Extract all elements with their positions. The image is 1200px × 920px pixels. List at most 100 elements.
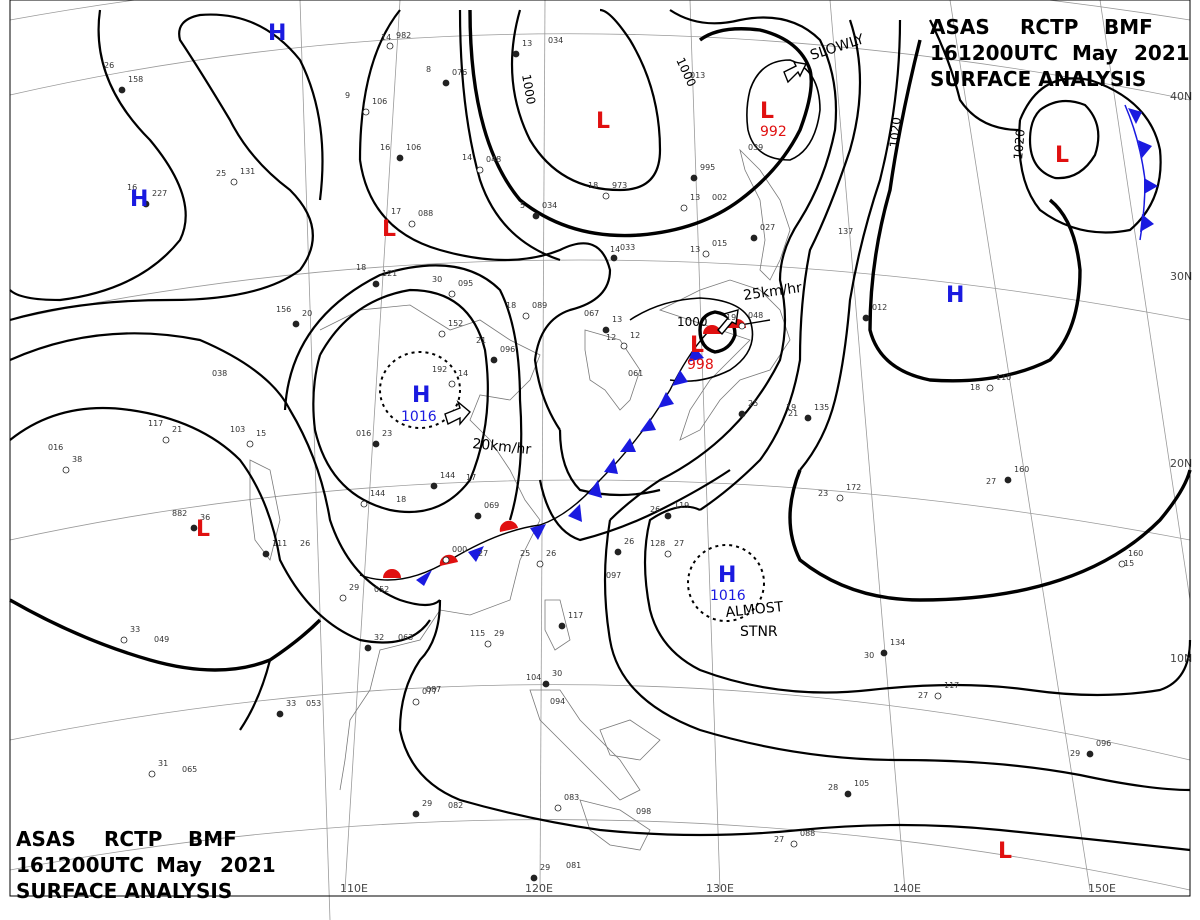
station-value: 053 bbox=[306, 699, 321, 708]
station-value: 29 bbox=[1070, 749, 1080, 758]
station-value: 5 bbox=[520, 201, 525, 210]
station-marker bbox=[438, 330, 446, 338]
station-value: 144 bbox=[440, 471, 455, 480]
station-value: 105 bbox=[854, 779, 869, 788]
station-value: 160 bbox=[1128, 549, 1143, 558]
station-value: 172 bbox=[846, 483, 861, 492]
station-marker bbox=[474, 512, 482, 520]
station-value: 19 bbox=[726, 313, 736, 322]
station-markers bbox=[62, 42, 1126, 882]
station-value: 128 bbox=[650, 539, 665, 548]
station-marker bbox=[610, 254, 618, 262]
station-value: 049 bbox=[154, 635, 169, 644]
isobar-label: 1020 bbox=[887, 117, 904, 149]
station-value: 33 bbox=[130, 625, 140, 634]
station-marker bbox=[542, 680, 550, 688]
station-value: 094 bbox=[550, 697, 565, 706]
station-marker bbox=[484, 640, 492, 648]
high-center: H bbox=[130, 187, 148, 212]
lat-label-40n: 40N bbox=[1170, 90, 1192, 103]
station-marker bbox=[690, 174, 698, 182]
station-marker bbox=[292, 320, 300, 328]
station-value: 27 bbox=[918, 691, 928, 700]
station-value: 17 bbox=[466, 473, 476, 482]
station-marker bbox=[396, 154, 404, 162]
isobar-label: 1000 bbox=[519, 73, 538, 106]
station-value: 096 bbox=[500, 345, 515, 354]
station-labels: 26 158 9 106 8 076 14 982 034 13 25 131 16 227 17 088 18… bbox=[48, 31, 1143, 872]
station-value: 158 bbox=[128, 75, 143, 84]
station-marker bbox=[190, 524, 198, 532]
motion-label-almost: ALMOST bbox=[725, 599, 785, 621]
station-marker bbox=[62, 466, 70, 474]
station-value: 134 bbox=[890, 638, 905, 647]
station-marker bbox=[880, 649, 888, 657]
station-marker bbox=[442, 79, 450, 87]
station-value: 31 bbox=[158, 759, 168, 768]
high-center: H bbox=[718, 563, 736, 588]
station-value: 21 bbox=[476, 336, 486, 345]
station-value: 104 bbox=[526, 673, 541, 682]
station-value: 110 bbox=[996, 373, 1011, 382]
station-value: 121 bbox=[382, 269, 397, 278]
station-value: 034 bbox=[548, 36, 563, 45]
station-marker bbox=[620, 342, 628, 350]
motion-label-stnr: STNR bbox=[740, 624, 778, 640]
station-marker bbox=[430, 482, 438, 490]
station-value: 088 bbox=[418, 209, 433, 218]
station-value: 18 bbox=[506, 301, 516, 310]
station-marker bbox=[364, 644, 372, 652]
station-marker bbox=[118, 86, 126, 94]
header-time: 161200UTC bbox=[930, 41, 1058, 65]
header-month: May bbox=[1072, 41, 1118, 65]
header-code: BMF bbox=[188, 827, 237, 851]
station-marker bbox=[558, 622, 566, 630]
motion-arrows bbox=[444, 61, 808, 426]
coastlines bbox=[249, 148, 791, 851]
station-value: 26 bbox=[546, 549, 556, 558]
station-value: 12 bbox=[606, 333, 616, 342]
station-value: 16 bbox=[380, 143, 390, 152]
station-marker bbox=[162, 436, 170, 444]
station-value: 016 bbox=[356, 429, 371, 438]
station-value: 063 bbox=[398, 633, 413, 642]
station-marker bbox=[844, 790, 852, 798]
station-value: 29 bbox=[349, 583, 359, 592]
station-value: 111 bbox=[272, 539, 287, 548]
station-value: 26 bbox=[104, 61, 114, 70]
station-value: 077 bbox=[422, 687, 437, 696]
station-value: 16 bbox=[127, 183, 137, 192]
dotted-high-west bbox=[379, 351, 461, 429]
station-value: 21 bbox=[788, 409, 798, 418]
station-marker bbox=[602, 192, 610, 200]
station-value: 038 bbox=[212, 369, 227, 378]
station-marker bbox=[412, 810, 420, 818]
station-value: 18 bbox=[588, 181, 598, 190]
station-value: 18 bbox=[970, 383, 980, 392]
station-marker bbox=[790, 840, 798, 848]
lon-label-150e: 150E bbox=[1088, 882, 1116, 895]
isobars bbox=[9, 8, 1192, 852]
station-marker bbox=[536, 560, 544, 568]
station-value: 26 bbox=[624, 537, 634, 546]
low-center: L bbox=[596, 109, 610, 134]
station-marker bbox=[664, 550, 672, 558]
station-value: 28 bbox=[828, 783, 838, 792]
station-marker bbox=[230, 178, 238, 186]
high-center: H bbox=[412, 383, 430, 408]
station-value: 27 bbox=[674, 539, 684, 548]
header-year: 2021 bbox=[220, 853, 276, 877]
station-value: 192 bbox=[432, 365, 447, 374]
header-time: 161200UTC bbox=[16, 853, 144, 877]
grid-labels: 40N 30N 20N 10N 110E 120E 130E 140E 150E bbox=[340, 90, 1192, 895]
station-marker bbox=[1004, 476, 1012, 484]
high-center: H bbox=[268, 21, 286, 46]
station-value: 131 bbox=[240, 167, 255, 176]
station-value: 25 bbox=[520, 549, 530, 558]
station-value: 069 bbox=[484, 501, 499, 510]
station-value: 14 bbox=[462, 153, 472, 162]
header-station: RCTP bbox=[1020, 15, 1078, 39]
low-center: L bbox=[196, 517, 210, 542]
station-value: 13 bbox=[690, 193, 700, 202]
station-value: 119 bbox=[674, 501, 689, 510]
